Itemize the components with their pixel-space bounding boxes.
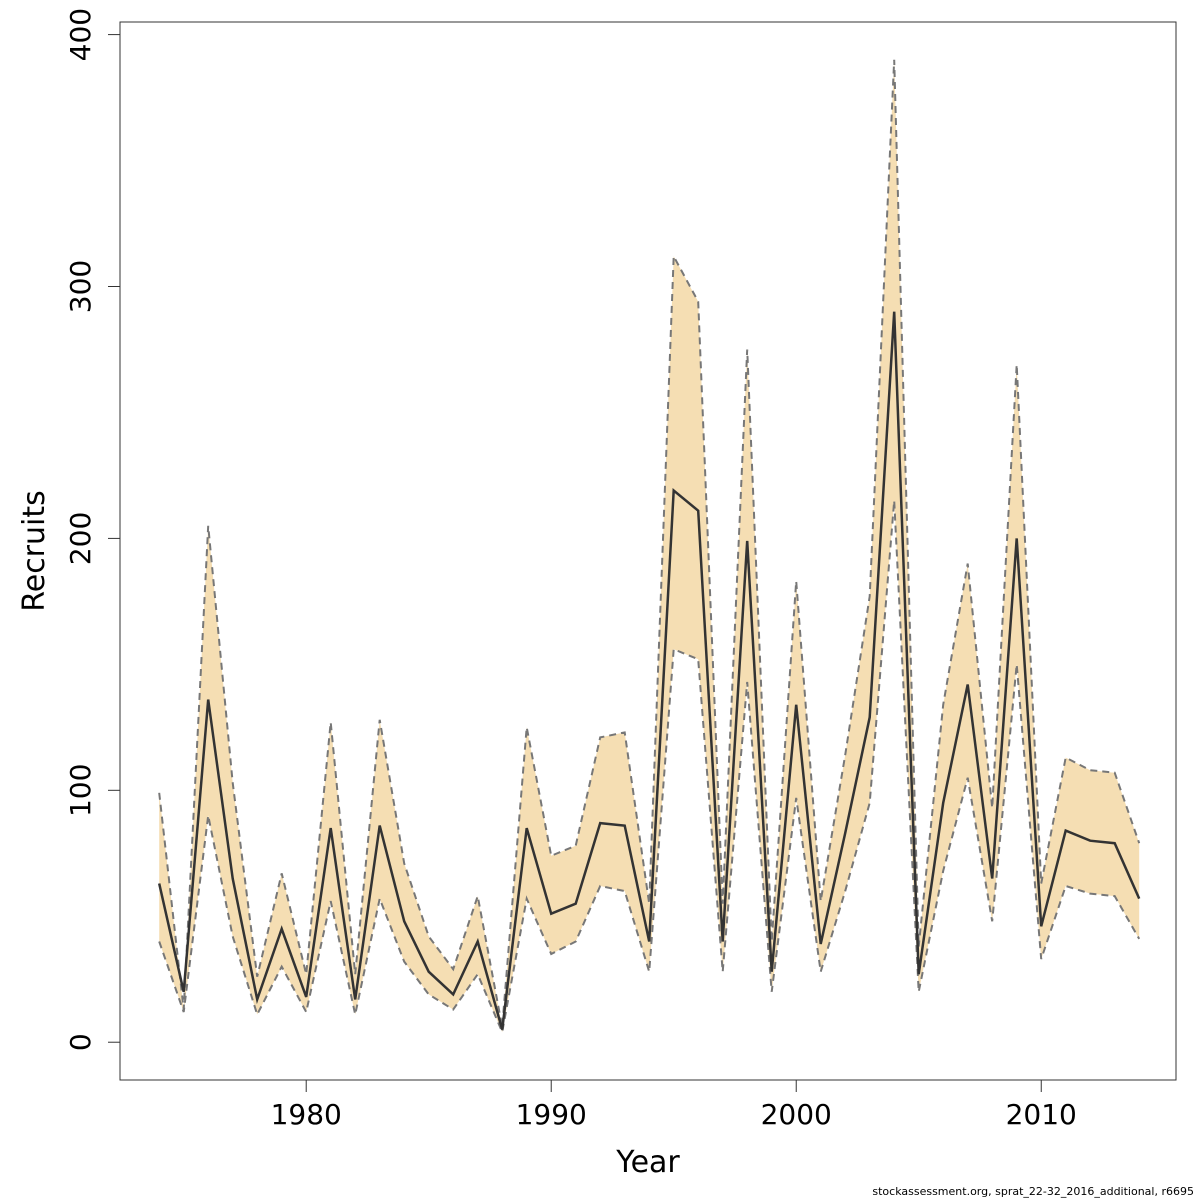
y-axis-title: Recruits: [17, 490, 52, 612]
confidence-band: [159, 59, 1140, 1033]
y-tick-label: 200: [64, 512, 97, 565]
y-tick-label: 100: [64, 764, 97, 817]
y-tick-label: 0: [64, 1033, 97, 1051]
estimate-line: [157, 311, 1141, 1030]
x-axis: 1980 1990 2000 2010: [271, 1079, 1077, 1131]
lower-bound-line: [158, 500, 1141, 1036]
footer-credit: stockassessment.org, sprat_22-32_2016_ad…: [872, 1185, 1194, 1198]
upper-bound-line: [158, 59, 1141, 1028]
x-tick-label: 2000: [761, 1098, 832, 1131]
x-tick-label: 1980: [271, 1098, 342, 1131]
x-tick-label: 2010: [1006, 1098, 1077, 1131]
y-tick-label: 400: [64, 8, 97, 61]
y-tick-label: 300: [64, 260, 97, 313]
x-axis-title: Year: [615, 1145, 680, 1180]
x-tick-label: 1990: [516, 1098, 587, 1131]
y-axis: 0 100 200 300 400: [64, 8, 121, 1051]
